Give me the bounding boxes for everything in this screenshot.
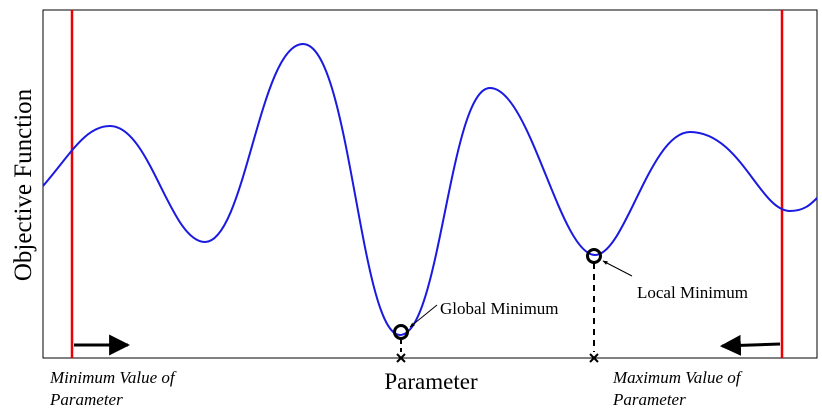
local-min-marker <box>586 248 602 264</box>
max-bound-label: Parameter <box>612 390 686 409</box>
local-min-tick <box>589 353 599 363</box>
objective-curve <box>42 42 818 337</box>
x-axis-label: Parameter <box>384 369 478 394</box>
max-bound-label: Maximum Value of <box>612 368 743 387</box>
plot-frame <box>42 9 818 359</box>
global-min-marker <box>393 324 409 340</box>
min-bound-label: Parameter <box>49 390 123 409</box>
global-min-tick <box>396 353 406 363</box>
min-bound-label: Minimum Value of <box>49 368 177 387</box>
max-arrow <box>719 334 781 356</box>
global-pointer <box>409 304 438 328</box>
global-min-label: Global Minimum <box>440 299 559 318</box>
local-pointer <box>602 260 633 277</box>
y-axis-label: Objective Function <box>10 88 37 281</box>
local-min-label: Local Minimum <box>637 283 748 302</box>
